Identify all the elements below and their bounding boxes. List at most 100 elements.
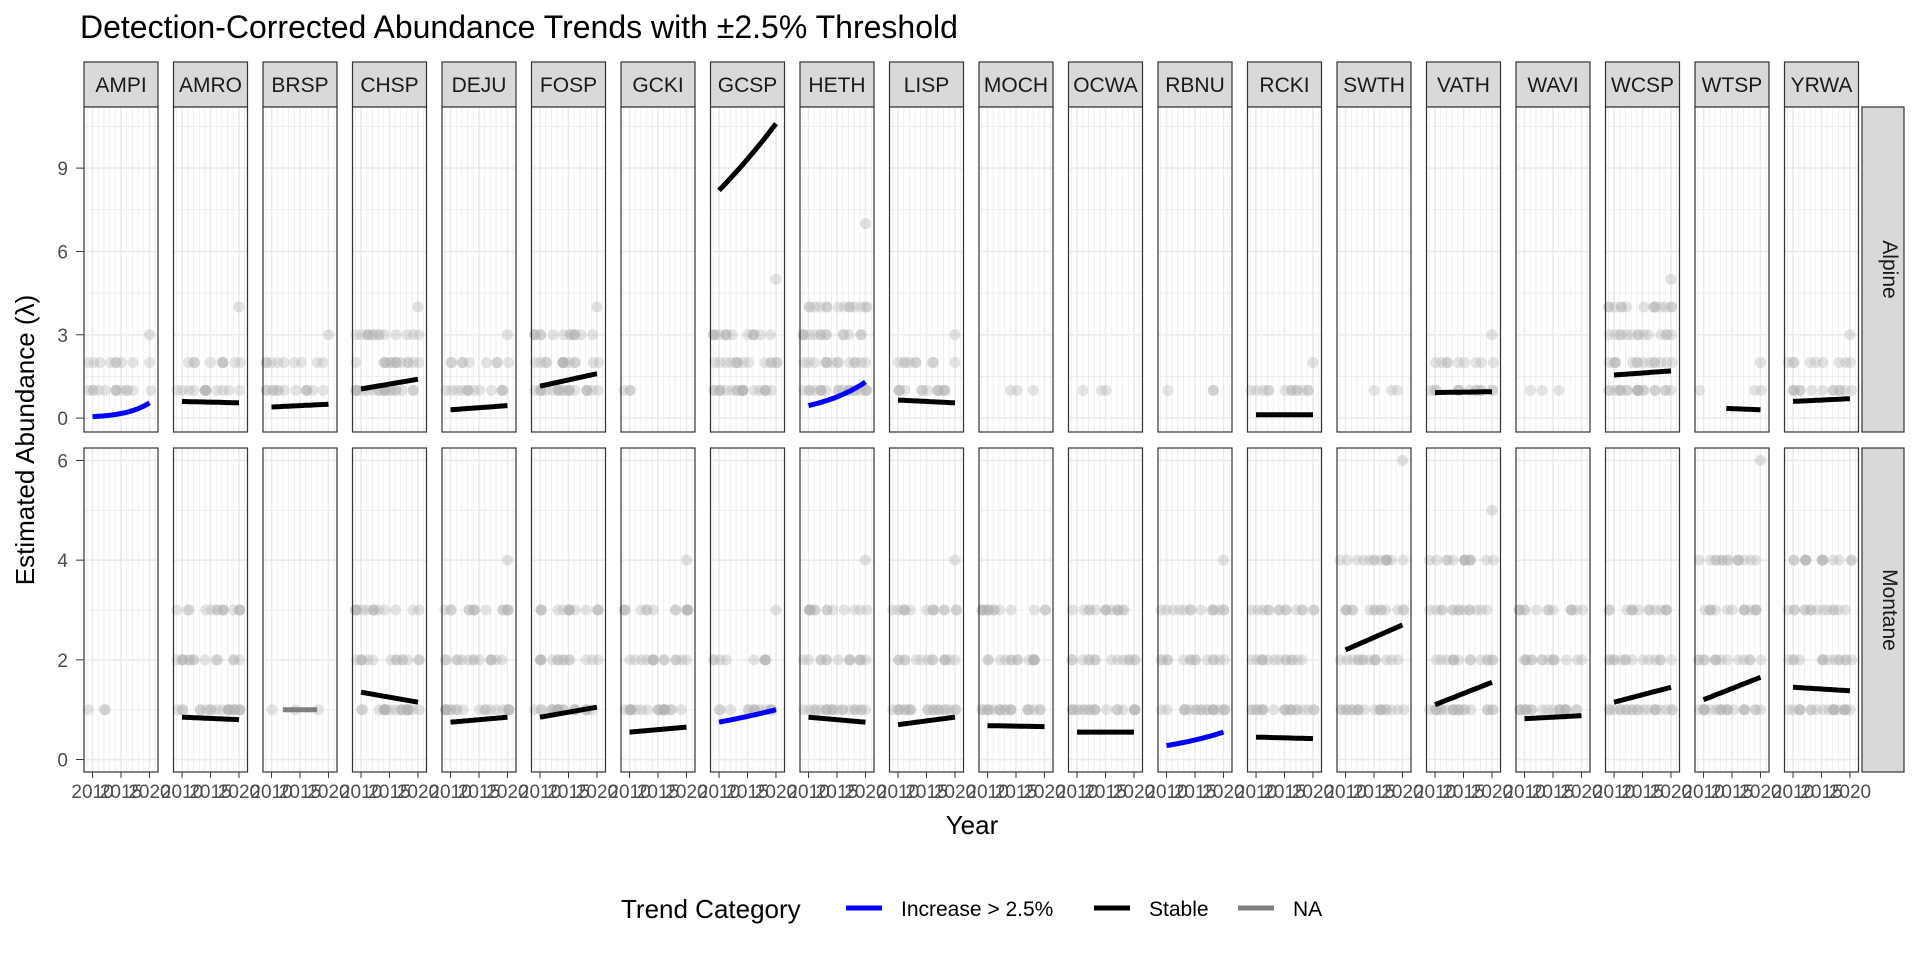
observation-point: [1571, 704, 1583, 716]
strip-label-chsp: CHSP: [360, 74, 418, 97]
observation-point: [838, 301, 850, 313]
observation-point: [199, 384, 211, 396]
observation-point: [1302, 384, 1314, 396]
observation-point: [490, 654, 502, 666]
observation-point: [682, 604, 694, 616]
facet-strip-vath: [1425, 61, 1502, 108]
observation-point: [827, 604, 839, 616]
observation-point: [1246, 604, 1258, 616]
observation-point: [1631, 384, 1643, 396]
observation-point: [1067, 704, 1079, 716]
observation-point: [988, 704, 1000, 716]
observation-point: [1632, 329, 1644, 341]
observation-point: [1570, 604, 1582, 616]
trend-line-moch-montane: [987, 723, 1045, 730]
observation-point: [921, 384, 933, 396]
observation-point: [1720, 704, 1732, 716]
observation-point: [1475, 604, 1487, 616]
observation-point: [832, 357, 844, 369]
observation-point: [1755, 704, 1767, 716]
observation-point: [1208, 704, 1220, 716]
observation-point: [658, 704, 670, 716]
observation-point: [1614, 704, 1626, 716]
observation-point: [988, 604, 1000, 616]
observation-point: [1441, 704, 1453, 716]
observation-point: [389, 604, 401, 616]
observation-point: [1463, 604, 1475, 616]
observation-point: [350, 384, 362, 396]
observation-point: [814, 384, 826, 396]
observation-point: [88, 357, 100, 369]
observation-point: [1341, 554, 1353, 566]
observation-point: [849, 301, 861, 313]
observation-point: [1844, 357, 1856, 369]
observation-point: [1195, 704, 1207, 716]
observation-point: [1827, 554, 1839, 566]
observation-point: [199, 654, 211, 666]
observation-point: [1167, 604, 1179, 616]
observation-point: [982, 704, 994, 716]
observation-point: [1100, 604, 1112, 616]
observation-point: [564, 329, 576, 341]
observation-point: [1738, 654, 1750, 666]
panel-border: [1157, 106, 1233, 433]
observation-point: [994, 704, 1006, 716]
observation-point: [1530, 604, 1542, 616]
observation-point: [899, 604, 911, 616]
observation-point: [743, 357, 755, 369]
observation-point: [1340, 704, 1352, 716]
observation-point: [1453, 604, 1465, 616]
observation-point: [1565, 604, 1577, 616]
observation-point: [714, 654, 726, 666]
x-tick-label: 2010: [429, 782, 471, 803]
observation-point: [1828, 704, 1840, 716]
observation-point: [926, 654, 938, 666]
observation-point: [1648, 301, 1660, 313]
observation-point: [1284, 704, 1296, 716]
observation-point: [932, 384, 944, 396]
observation-point: [1822, 654, 1834, 666]
observation-point: [546, 384, 558, 396]
observation-point: [770, 357, 782, 369]
observation-point: [1488, 554, 1500, 566]
observation-point: [1722, 704, 1734, 716]
observation-point: [110, 384, 122, 396]
observation-point: [1739, 604, 1751, 616]
observation-point: [809, 384, 821, 396]
observation-point: [1693, 384, 1705, 396]
observation-point: [1615, 329, 1627, 341]
observation-point: [188, 654, 200, 666]
observation-point: [355, 329, 367, 341]
observation-point: [463, 357, 475, 369]
observation-point: [708, 654, 720, 666]
trend-line-rbnu-montane: [1166, 729, 1225, 749]
observation-point: [893, 384, 905, 396]
observation-point: [1649, 604, 1661, 616]
observation-point: [994, 704, 1006, 716]
observation-point: [1833, 654, 1845, 666]
observation-point: [892, 357, 904, 369]
observation-point: [1005, 704, 1017, 716]
observation-point: [994, 704, 1006, 716]
observation-point: [1482, 704, 1494, 716]
observation-point: [92, 384, 104, 396]
observation-point: [564, 329, 576, 341]
observation-point: [1513, 604, 1525, 616]
observation-point: [653, 704, 665, 716]
observation-point: [670, 604, 682, 616]
observation-point: [351, 604, 363, 616]
observation-point: [1839, 604, 1851, 616]
observation-point: [233, 704, 245, 716]
strip-label-lisp: LISP: [904, 74, 950, 97]
observation-point: [1699, 604, 1711, 616]
observation-point: [630, 704, 642, 716]
observation-point: [1011, 384, 1023, 396]
observation-point: [401, 329, 413, 341]
observation-point: [1666, 301, 1678, 313]
observation-point: [855, 329, 867, 341]
observation-point: [350, 654, 362, 666]
observation-point: [491, 357, 503, 369]
observation-point: [1745, 554, 1757, 566]
observation-point: [1738, 604, 1750, 616]
observation-point: [1661, 329, 1673, 341]
